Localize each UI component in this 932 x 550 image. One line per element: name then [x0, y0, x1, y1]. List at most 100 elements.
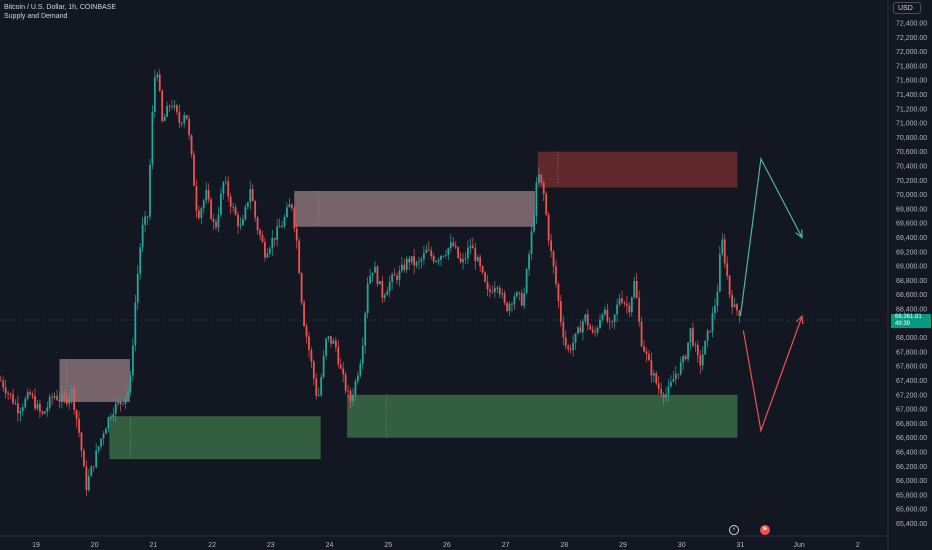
candle-body	[728, 275, 731, 295]
price-tick-label: 72,200.00	[896, 35, 927, 42]
candle-body	[92, 466, 95, 468]
candle-body	[153, 77, 156, 112]
currency-button[interactable]: USD	[893, 2, 921, 14]
candle-body	[371, 272, 374, 276]
candle-body	[339, 364, 342, 369]
price-tick-label: 71,600.00	[896, 78, 927, 85]
candle-body	[701, 354, 704, 366]
candle-body	[459, 257, 462, 263]
candle-body	[246, 202, 249, 207]
candle-body	[564, 337, 567, 346]
candle-body	[677, 373, 680, 375]
candle-body	[484, 272, 486, 282]
candle-body	[445, 254, 447, 256]
candle-body	[716, 291, 719, 306]
candle-body	[640, 321, 643, 347]
candle-body	[56, 395, 58, 400]
projection-arrows	[739, 156, 804, 433]
candle-body	[655, 373, 658, 384]
candle-body	[175, 105, 178, 113]
candle-body	[657, 383, 660, 389]
candle-body	[420, 259, 423, 262]
candle-body	[383, 295, 386, 298]
flag-icon[interactable]: ⚑	[760, 525, 770, 535]
candle-body	[12, 394, 14, 404]
candle-body	[229, 196, 232, 207]
candle-body	[486, 281, 489, 290]
candle-body	[386, 291, 389, 296]
projection-arrowhead-up_then_down	[795, 229, 803, 239]
candle-body	[491, 291, 494, 293]
candle-body	[721, 239, 724, 255]
candle-body	[515, 292, 518, 297]
candle-body	[156, 74, 159, 78]
candle-body	[423, 252, 425, 260]
candle-body	[469, 245, 472, 248]
candle-body	[105, 428, 107, 434]
candle-body	[65, 398, 68, 404]
candle-body	[687, 342, 689, 360]
price-axis-labels: 72,400.00 72,200.00 72,000.00 71,800.00 71,6…	[896, 21, 927, 529]
candle-body	[21, 407, 24, 412]
candle-body	[738, 310, 741, 316]
candle-body	[650, 360, 653, 376]
price-tick-label: 66,000.00	[896, 478, 927, 485]
candle-body	[334, 340, 337, 348]
candle-body	[222, 182, 225, 194]
candle-body	[183, 115, 186, 124]
candle-body	[520, 293, 523, 306]
candle-body	[171, 106, 173, 108]
candle-body	[457, 247, 460, 258]
price-tick-label: 68,400.00	[896, 307, 927, 314]
candle-body	[308, 336, 310, 350]
candle-body	[259, 230, 261, 236]
projection-line-up_then_down	[739, 156, 803, 317]
candle-body	[471, 245, 474, 249]
price-tick-label: 69,200.00	[896, 249, 927, 256]
candle-body	[281, 226, 283, 228]
time-tick-label: 26	[443, 542, 451, 549]
candle-body	[555, 266, 557, 284]
candle-body	[78, 418, 80, 433]
candle-body	[0, 380, 2, 382]
candle-body	[2, 380, 5, 388]
candle-body	[14, 403, 17, 405]
candle-body	[405, 258, 408, 270]
candle-body	[400, 264, 403, 271]
candle-body	[736, 304, 738, 311]
indicator-label[interactable]: Supply and Demand	[4, 13, 68, 20]
candle-body	[665, 394, 667, 398]
candle-body	[122, 403, 124, 405]
time-tick-label: 21	[150, 542, 158, 549]
candle-body	[518, 292, 521, 294]
candle-body	[374, 266, 376, 273]
symbol-title[interactable]: Bitcoin / U.S. Dollar, 1h, COINBASE	[4, 4, 117, 11]
lightning-icon[interactable]: ⚡	[729, 525, 739, 535]
candle-body	[418, 261, 420, 263]
candle-body	[43, 411, 46, 414]
candle-body	[359, 363, 362, 376]
time-tick-label: 23	[267, 542, 275, 549]
price-tick-label: 66,200.00	[896, 464, 927, 471]
candle-body	[347, 390, 349, 392]
time-tick-label: 24	[326, 542, 334, 549]
candle-body	[48, 396, 51, 408]
candle-body	[136, 273, 139, 303]
candle-body	[726, 263, 729, 276]
candle-body	[652, 373, 655, 376]
candle-body	[197, 210, 200, 218]
candle-body	[376, 266, 379, 285]
candle-body	[31, 394, 34, 397]
candle-body	[19, 411, 22, 414]
price-tick-label: 67,400.00	[896, 378, 927, 385]
candle-body	[254, 201, 257, 218]
time-tick-label: 27	[502, 542, 510, 549]
candle-body	[660, 388, 663, 395]
candle-body	[498, 287, 501, 295]
candle-body	[97, 446, 100, 451]
candle-body	[481, 266, 484, 273]
candle-body	[80, 432, 83, 451]
candle-body	[200, 208, 203, 218]
candle-body	[467, 247, 469, 259]
